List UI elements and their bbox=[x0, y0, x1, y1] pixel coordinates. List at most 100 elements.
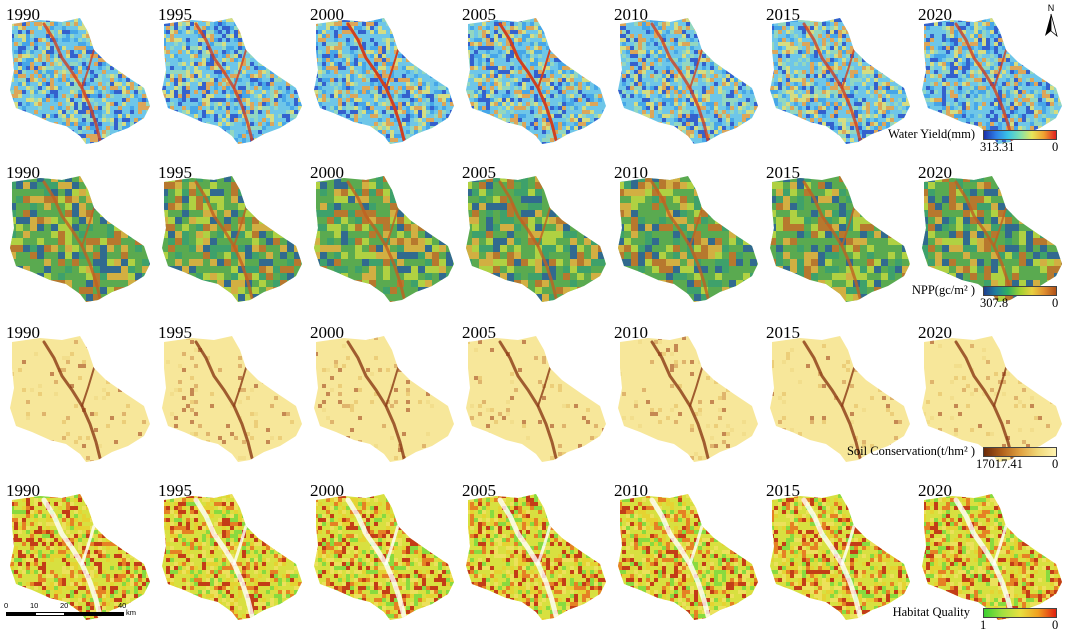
map-soil-conservation-2015: 2015 bbox=[762, 320, 914, 465]
legend-high-label: 0 bbox=[1052, 296, 1059, 310]
legend-low-label: 307.8 bbox=[980, 296, 1009, 310]
map-raster bbox=[618, 494, 758, 620]
map-raster bbox=[10, 336, 150, 462]
map-raster bbox=[770, 336, 910, 462]
map-raster bbox=[922, 494, 1062, 620]
year-label: 1990 bbox=[6, 163, 40, 182]
map-raster bbox=[466, 176, 606, 302]
scale-label-20: 20 bbox=[60, 601, 69, 610]
legend-title: NPP(gc/m² ) bbox=[911, 283, 975, 297]
map-raster bbox=[466, 494, 606, 620]
scale-seg-1 bbox=[6, 612, 35, 616]
year-label: 1995 bbox=[158, 163, 192, 182]
map-water-yield-2020: 2020 bbox=[914, 2, 1065, 147]
map-water-yield-2000: 2000 bbox=[306, 2, 458, 147]
legend-high-label: 0 bbox=[1052, 618, 1059, 632]
map-soil-conservation-2020: 2020 bbox=[914, 320, 1065, 465]
map-habitat-quality-2005: 2005 bbox=[458, 478, 610, 623]
map-raster bbox=[314, 176, 454, 302]
scale-label-40: 40 bbox=[118, 601, 127, 610]
map-water-yield-2010: 2010 bbox=[610, 2, 762, 147]
year-label: 2000 bbox=[310, 323, 344, 342]
map-habitat-quality-2020: 2020 bbox=[914, 478, 1065, 623]
legend-low-label: 1 bbox=[980, 618, 987, 632]
map-soil-conservation-1990: 1990 bbox=[2, 320, 154, 465]
map-raster bbox=[770, 176, 910, 302]
year-label: 2020 bbox=[918, 323, 952, 342]
map-raster bbox=[466, 336, 606, 462]
map-soil-conservation-2005: 2005 bbox=[458, 320, 610, 465]
year-label: 2015 bbox=[766, 163, 800, 182]
year-label: 2000 bbox=[310, 163, 344, 182]
legend-low-label: 313.31 bbox=[980, 140, 1015, 154]
year-label: 1990 bbox=[6, 481, 40, 500]
map-npp-2005: 2005 bbox=[458, 160, 610, 305]
map-water-yield-1995: 1995 bbox=[154, 2, 306, 147]
year-label: 1995 bbox=[158, 5, 192, 24]
map-water-yield-1990: 1990 bbox=[2, 2, 154, 147]
map-raster bbox=[314, 18, 454, 144]
year-label: 2015 bbox=[766, 323, 800, 342]
map-raster bbox=[162, 18, 302, 144]
map-habitat-quality-2010: 2010 bbox=[610, 478, 762, 623]
map-npp-2020: 2020 bbox=[914, 160, 1065, 305]
map-raster bbox=[922, 18, 1062, 144]
map-raster bbox=[314, 494, 454, 620]
year-label: 1995 bbox=[158, 323, 192, 342]
map-water-yield-2005: 2005 bbox=[458, 2, 610, 147]
year-label: 2015 bbox=[766, 5, 800, 24]
scale-seg-3 bbox=[65, 612, 124, 616]
scale-seg-2 bbox=[35, 612, 65, 616]
map-npp-2015: 2015 bbox=[762, 160, 914, 305]
map-water-yield-2015: 2015 bbox=[762, 2, 914, 147]
legend-color-bar bbox=[983, 608, 1057, 618]
legend-water-yield: Water Yield(mm) 313.31 0 bbox=[840, 128, 1060, 154]
map-soil-conservation-1995: 1995 bbox=[154, 320, 306, 465]
scale-label-0: 0 bbox=[4, 601, 9, 610]
map-raster bbox=[10, 176, 150, 302]
year-label: 2020 bbox=[918, 5, 952, 24]
year-label: 2010 bbox=[614, 323, 648, 342]
year-label: 2000 bbox=[310, 5, 344, 24]
year-label: 2005 bbox=[462, 323, 496, 342]
map-soil-conservation-2010: 2010 bbox=[610, 320, 762, 465]
scale-unit: km bbox=[126, 608, 136, 617]
map-raster bbox=[618, 336, 758, 462]
year-label: 2020 bbox=[918, 163, 952, 182]
year-label: 2000 bbox=[310, 481, 344, 500]
legend-npp: NPP(gc/m² ) 307.8 0 bbox=[840, 284, 1060, 310]
map-npp-1995: 1995 bbox=[154, 160, 306, 305]
legend-high-label: 0 bbox=[1052, 457, 1059, 471]
map-raster bbox=[770, 494, 910, 620]
map-habitat-quality-2015: 2015 bbox=[762, 478, 914, 623]
map-raster bbox=[10, 18, 150, 144]
year-label: 2010 bbox=[614, 481, 648, 500]
scale-label-10: 10 bbox=[30, 601, 39, 610]
year-label: 1990 bbox=[6, 323, 40, 342]
year-label: 2005 bbox=[462, 5, 496, 24]
map-raster bbox=[466, 18, 606, 144]
legend-title: Habitat Quality bbox=[892, 605, 970, 619]
map-raster bbox=[162, 336, 302, 462]
legend-high-label: 0 bbox=[1052, 140, 1059, 154]
legend-color-bar bbox=[983, 447, 1057, 457]
map-raster bbox=[314, 336, 454, 462]
map-npp-2000: 2000 bbox=[306, 160, 458, 305]
legend-color-bar bbox=[983, 286, 1057, 296]
map-soil-conservation-2000: 2000 bbox=[306, 320, 458, 465]
year-label: 2005 bbox=[462, 481, 496, 500]
map-raster bbox=[162, 494, 302, 620]
year-label: 2020 bbox=[918, 481, 952, 500]
scale-bar: 0 10 20 40 km bbox=[4, 601, 144, 629]
legend-color-bar bbox=[983, 130, 1057, 140]
map-raster bbox=[922, 176, 1062, 302]
north-arrow-icon: N bbox=[1045, 3, 1058, 38]
year-label: 2010 bbox=[614, 5, 648, 24]
map-npp-2010: 2010 bbox=[610, 160, 762, 305]
map-raster bbox=[922, 336, 1062, 462]
legend-habitat-quality: Habitat Quality 1 0 bbox=[840, 606, 1060, 632]
year-label: 2005 bbox=[462, 163, 496, 182]
map-npp-1990: 1990 bbox=[2, 160, 154, 305]
map-raster bbox=[162, 176, 302, 302]
